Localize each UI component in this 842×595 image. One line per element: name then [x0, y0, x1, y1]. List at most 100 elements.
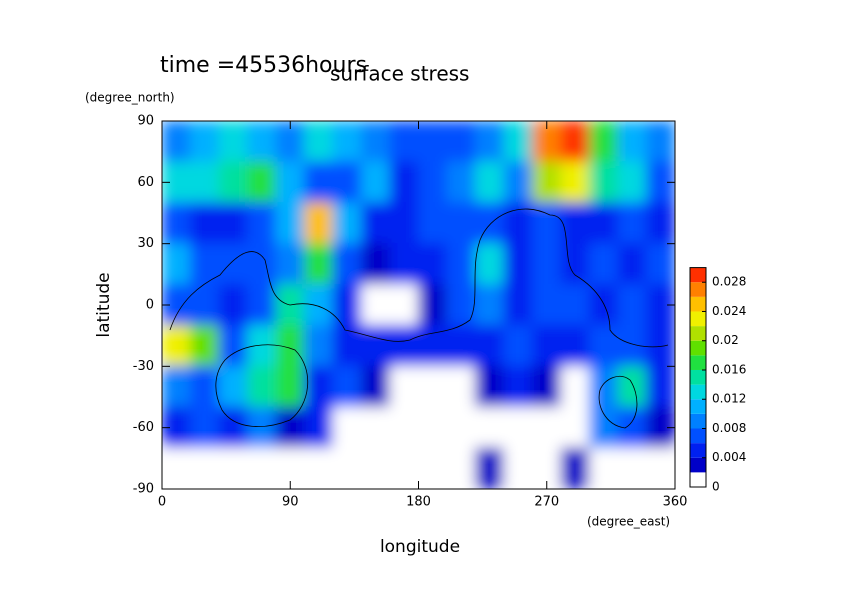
contour-cell	[589, 406, 619, 449]
contour-cell	[646, 243, 675, 286]
coastline	[215, 344, 309, 427]
colorbar-tick-label: 0.004	[712, 450, 746, 464]
x-axis-label: longitude	[380, 537, 460, 557]
contour-cell	[162, 324, 191, 367]
contour-cell	[475, 243, 505, 286]
y-tick-label: -90	[133, 482, 154, 497]
colorbar-swatch	[690, 428, 706, 444]
contour-cell	[162, 243, 191, 286]
contour-cell	[446, 406, 476, 449]
contour-cell	[361, 161, 391, 204]
y-unit: (degree_north)	[85, 91, 175, 105]
contour-cell	[560, 202, 590, 245]
colorbar-swatch	[690, 384, 706, 400]
contour-cell	[332, 284, 362, 326]
contour-cell	[418, 243, 448, 286]
chart-subtitle: surface stress	[330, 62, 469, 86]
contour-cell	[275, 161, 305, 204]
colorbar-tick-label: 0.028	[712, 275, 746, 289]
contour-cell	[218, 243, 248, 286]
contour-cell	[332, 161, 362, 204]
contour-cell	[218, 324, 248, 367]
contour-cell	[389, 365, 419, 408]
contour-cell	[389, 121, 419, 163]
contour-cell	[332, 202, 362, 245]
contour-cell	[275, 202, 305, 245]
contour-cell	[418, 365, 448, 408]
contour-cell	[332, 324, 362, 367]
colorbar-swatch	[690, 296, 706, 312]
contour-cell	[332, 447, 362, 489]
contour-cell	[418, 121, 448, 163]
contour-cell	[503, 447, 533, 489]
contour-cell	[532, 365, 562, 408]
colorbar-swatch	[690, 457, 706, 473]
contour-cell	[446, 284, 476, 326]
colorbar-swatch	[690, 443, 706, 458]
contour-cell	[332, 365, 362, 408]
contour-cell	[247, 284, 277, 326]
contour-cell	[446, 324, 476, 367]
contour-cell	[617, 447, 647, 489]
contour-cell	[418, 447, 448, 489]
contour-cell	[389, 243, 419, 286]
contour-cell	[190, 406, 220, 449]
colorbar-tick-label: 0.012	[712, 392, 746, 406]
colorbar-tick-label: 0.02	[712, 333, 739, 347]
contour-cell	[475, 324, 505, 367]
contour-cell	[275, 243, 305, 286]
contour-cell	[190, 365, 220, 408]
colorbar-swatch	[690, 399, 706, 414]
colorbar-swatch	[690, 340, 706, 356]
contour-cell	[589, 284, 619, 326]
contour-cell	[418, 284, 448, 326]
y-tick-label: 60	[137, 175, 154, 190]
contour-cell	[218, 284, 248, 326]
contour-cell	[275, 365, 305, 408]
contour-cell	[332, 121, 362, 163]
contour-cell	[646, 121, 675, 163]
contour-cell	[218, 447, 248, 489]
contour-cell	[418, 161, 448, 204]
contour-cell	[446, 161, 476, 204]
contour-cell	[475, 202, 505, 245]
contour-cell	[218, 202, 248, 245]
colorbar-swatch	[690, 413, 706, 429]
contour-cell	[446, 365, 476, 408]
contour-cell	[503, 161, 533, 204]
contour-cell	[589, 161, 619, 204]
contour-cell	[560, 406, 590, 449]
contour-cell	[589, 121, 619, 163]
contour-cell	[617, 202, 647, 245]
contour-cell	[389, 406, 419, 449]
contour-cell	[304, 324, 334, 367]
contour-cell	[218, 121, 248, 163]
y-tick-label: 30	[137, 236, 154, 251]
contour-cell	[503, 284, 533, 326]
contour-cell	[247, 243, 277, 286]
contour-cell	[646, 202, 675, 245]
contour-cell	[162, 121, 191, 163]
contour-cell	[475, 447, 505, 489]
contour-cell	[532, 406, 562, 449]
colorbar-swatch	[690, 267, 706, 283]
contour-cell	[304, 406, 334, 449]
contour-cell	[361, 406, 391, 449]
contour-cell	[247, 406, 277, 449]
contour-cell	[475, 284, 505, 326]
coastline	[598, 376, 638, 429]
contour-cell	[304, 365, 334, 408]
contour-cell	[418, 202, 448, 245]
contour-cell	[617, 243, 647, 286]
contour-cell	[389, 447, 419, 489]
contour-cell	[304, 447, 334, 489]
contour-cell	[503, 243, 533, 286]
contour-cell	[418, 406, 448, 449]
chart-title: time =45536hours	[160, 53, 367, 78]
contour-cell	[304, 243, 334, 286]
contour-cell	[475, 161, 505, 204]
x-unit: (degree_east)	[587, 515, 670, 529]
contour-cell	[503, 121, 533, 163]
contour-cell	[532, 324, 562, 367]
